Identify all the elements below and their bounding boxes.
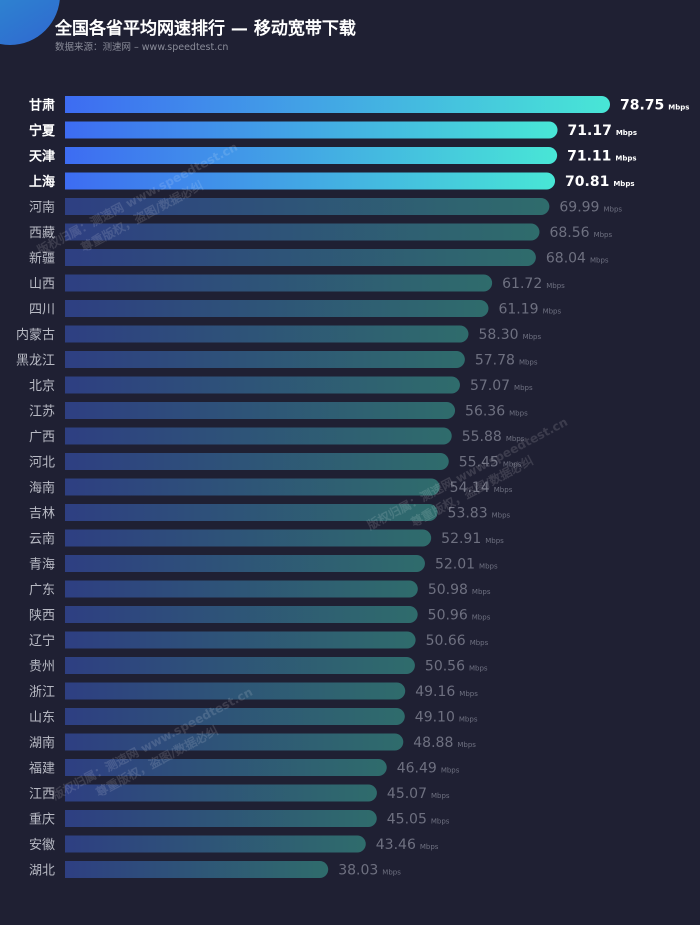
value-label: 50.98 Mbps (428, 582, 491, 598)
bar (65, 810, 377, 827)
category-label: 安徽 (29, 838, 55, 853)
category-label: 内蒙古 (16, 327, 55, 343)
category-label: 新疆 (29, 251, 55, 267)
value-label: 53.83 Mbps (448, 506, 511, 522)
bar (65, 351, 465, 368)
bar (65, 759, 387, 776)
category-label: 贵州 (29, 660, 55, 675)
value-label: 45.07 Mbps (387, 786, 450, 802)
value-label: 43.46 Mbps (376, 837, 439, 853)
value-label: 49.10 Mbps (415, 710, 478, 726)
category-label: 山西 (29, 277, 55, 292)
category-label: 陕西 (29, 609, 55, 624)
bar (65, 376, 460, 394)
value-label: 50.96 Mbps (428, 608, 491, 624)
category-label: 福建 (29, 762, 55, 777)
value-label: 45.05 Mbps (387, 812, 450, 828)
bar (65, 223, 540, 241)
value-label: 55.45 Mbps (459, 455, 522, 471)
bar (65, 478, 440, 496)
category-label: 天津 (29, 149, 55, 165)
bar (65, 402, 456, 419)
value-label: 78.75 Mbps (620, 98, 689, 114)
bar (65, 631, 416, 649)
category-label: 吉林 (29, 507, 55, 522)
bar (65, 96, 610, 113)
category-label: 浙江 (29, 685, 55, 700)
value-label: 50.66 Mbps (426, 633, 489, 649)
category-label: 河南 (29, 200, 55, 216)
category-label: 湖北 (29, 864, 55, 879)
value-label: 58.30 Mbps (478, 327, 541, 343)
bar (65, 606, 418, 623)
value-label: 57.07 Mbps (470, 378, 533, 394)
bar (65, 198, 550, 215)
category-label: 宁夏 (29, 123, 56, 139)
value-label: 57.78 Mbps (475, 353, 538, 369)
data-source: 数据来源：测速网 – www.speedtest.cn (55, 42, 229, 53)
category-label: 上海 (29, 174, 55, 190)
bar (65, 784, 377, 802)
bar (65, 835, 366, 853)
category-label: 四川 (29, 303, 55, 318)
value-label: 61.72 Mbps (502, 276, 565, 292)
value-label: 71.11 Mbps (567, 149, 636, 165)
value-label: 56.36 Mbps (465, 404, 528, 420)
bar (65, 300, 489, 317)
bar (65, 427, 452, 445)
bar (65, 453, 449, 470)
category-label: 广东 (29, 583, 55, 598)
bar (65, 325, 469, 343)
value-label: 52.91 Mbps (441, 531, 504, 547)
bar (65, 274, 493, 292)
bar (65, 708, 405, 725)
bar (65, 555, 425, 572)
category-label: 云南 (29, 531, 55, 547)
category-label: 江西 (29, 787, 55, 802)
value-label: 50.56 Mbps (425, 659, 488, 675)
bar (65, 121, 558, 139)
value-label: 71.17 Mbps (568, 123, 637, 139)
category-label: 海南 (29, 480, 55, 496)
value-label: 68.04 Mbps (546, 251, 609, 267)
value-label: 54.14 Mbps (450, 480, 513, 496)
bar (65, 682, 406, 700)
category-label: 西藏 (29, 226, 55, 241)
value-label: 38.03 Mbps (338, 863, 401, 879)
page-title: 全国各省平均网速排行 — 移动宽带下载 (55, 19, 356, 39)
value-label: 52.01 Mbps (435, 557, 498, 573)
value-label: 46.49 Mbps (397, 761, 460, 777)
bar (65, 861, 329, 878)
bar (65, 580, 418, 598)
bar (65, 529, 432, 547)
value-label: 49.16 Mbps (415, 684, 478, 700)
category-label: 黑龙江 (16, 354, 55, 369)
value-label: 61.19 Mbps (498, 302, 561, 318)
decorative-circle (0, 0, 60, 45)
bar (65, 657, 415, 674)
bar (65, 172, 556, 190)
bar (65, 504, 438, 521)
value-label: 68.56 Mbps (549, 225, 612, 241)
category-label: 江苏 (29, 404, 55, 420)
bar (65, 249, 536, 266)
bar (65, 733, 404, 751)
value-label: 55.88 Mbps (462, 429, 525, 445)
category-label: 重庆 (29, 812, 55, 828)
category-label: 北京 (29, 379, 55, 394)
category-label: 湖南 (29, 735, 55, 751)
category-label: 广西 (29, 430, 55, 445)
category-label: 山东 (29, 711, 55, 726)
category-label: 河北 (29, 456, 55, 471)
value-label: 48.88 Mbps (413, 735, 476, 751)
bar (65, 147, 558, 164)
category-label: 辽宁 (29, 633, 55, 649)
value-label: 69.99 Mbps (559, 200, 622, 216)
category-label: 甘肃 (29, 98, 55, 114)
category-label: 青海 (29, 558, 55, 573)
value-label: 70.81 Mbps (565, 174, 634, 190)
